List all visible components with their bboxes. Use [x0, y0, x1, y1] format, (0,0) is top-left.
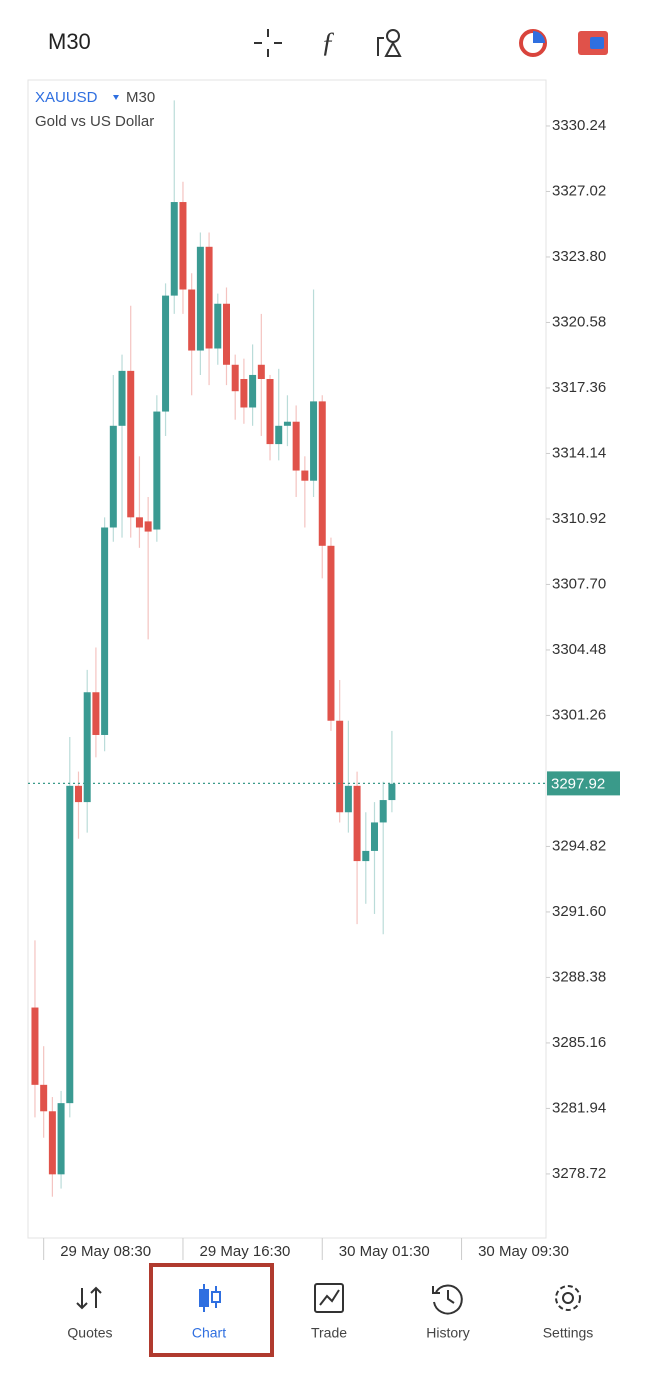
y-tick-label: 3317.36 — [552, 379, 606, 396]
nav-label[interactable]: Chart — [192, 1325, 226, 1341]
x-tick-label: 29 May 08:30 — [60, 1243, 151, 1260]
candle-body — [57, 1103, 65, 1175]
candle-body — [222, 303, 230, 365]
y-tick-label: 3291.60 — [552, 903, 606, 920]
candle-body — [249, 374, 257, 408]
candle-body — [74, 785, 82, 803]
candle-body — [144, 521, 152, 532]
candle-body — [327, 545, 335, 721]
candle-body — [379, 800, 387, 823]
candle-body — [101, 527, 109, 735]
candle-body — [301, 470, 309, 481]
candle-body — [135, 517, 143, 528]
candle-body — [66, 785, 74, 1104]
candle-body — [179, 202, 187, 290]
y-tick-label: 3327.02 — [552, 182, 606, 199]
last-price-label: 3297.92 — [551, 775, 605, 792]
nav-label[interactable]: Settings — [543, 1325, 594, 1341]
candle-body — [257, 364, 265, 380]
history-icon[interactable] — [432, 1284, 463, 1315]
candle-body — [92, 692, 100, 735]
x-tick-label: 30 May 09:30 — [478, 1243, 569, 1260]
highlight-box — [149, 1263, 274, 1357]
y-tick-label: 3314.14 — [552, 444, 606, 461]
candle-body — [188, 289, 196, 351]
nav-label[interactable]: Trade — [311, 1325, 347, 1341]
timeframe[interactable]: M30 — [48, 29, 91, 54]
objects-icon[interactable] — [377, 29, 402, 57]
candle-body — [127, 370, 135, 518]
x-tick-label: 30 May 01:30 — [339, 1243, 430, 1260]
trade-icon[interactable] — [578, 31, 608, 55]
candle-body — [83, 692, 91, 803]
candle-body — [196, 246, 204, 351]
candle-body — [240, 379, 248, 408]
candle-body — [205, 246, 213, 349]
y-tick-label: 3323.80 — [552, 248, 606, 265]
nav-label[interactable]: Quotes — [67, 1325, 112, 1341]
candle-body — [310, 401, 318, 481]
candle-body — [336, 720, 344, 813]
candle-body — [344, 785, 352, 813]
nav-icons — [76, 1283, 581, 1315]
candle-body — [48, 1111, 56, 1175]
y-tick-label: 3281.94 — [552, 1099, 606, 1116]
chart-subtitle: Gold vs US Dollar — [35, 113, 154, 130]
candle-body — [370, 822, 378, 851]
chart-icon[interactable] — [199, 1284, 221, 1312]
candle-body — [162, 295, 170, 412]
candle-body — [153, 411, 161, 530]
candle-body — [275, 425, 283, 445]
y-tick-label: 3307.70 — [552, 575, 606, 592]
y-tick-label: 3294.82 — [552, 837, 606, 854]
one-click-icon[interactable] — [519, 29, 547, 57]
candle-body — [109, 425, 117, 528]
y-tick-label: 3304.48 — [552, 641, 606, 658]
trade-nav-icon[interactable] — [314, 1283, 344, 1313]
candle-body — [31, 1007, 39, 1085]
candle-body — [353, 785, 361, 862]
candle-body — [292, 421, 300, 471]
candle-body — [283, 421, 291, 426]
indicator-icon[interactable]: ƒ — [321, 27, 335, 58]
candle-body — [388, 783, 396, 801]
candle-body — [231, 364, 239, 392]
y-tick-label: 3301.26 — [552, 706, 606, 723]
quotes-icon[interactable] — [76, 1286, 102, 1310]
chart-frame — [27, 79, 547, 1239]
candle-body — [214, 303, 222, 349]
symbol[interactable]: XAUUSD — [35, 89, 98, 106]
y-tick-label: 3278.72 — [552, 1165, 606, 1182]
candle-body — [40, 1084, 48, 1112]
y-tick-label: 3288.38 — [552, 968, 606, 985]
y-tick-label: 3320.58 — [552, 313, 606, 330]
candle-body — [266, 379, 274, 445]
crosshair-icon[interactable] — [254, 29, 282, 57]
chart-timeframe: M30 — [126, 89, 155, 106]
y-tick-label: 3285.16 — [552, 1034, 606, 1051]
x-tick-label: 29 May 16:30 — [200, 1243, 291, 1260]
nav-label[interactable]: History — [426, 1325, 470, 1341]
last-price-box — [547, 771, 620, 796]
settings-icon[interactable] — [555, 1285, 581, 1311]
candle-body — [118, 370, 126, 426]
candle-body — [318, 401, 326, 546]
candle-body — [170, 202, 178, 296]
y-tick-label: 3310.92 — [552, 510, 606, 527]
candle-body — [362, 850, 370, 862]
symbol-dropdown-icon[interactable] — [113, 95, 119, 100]
y-tick-label: 3330.24 — [552, 117, 606, 134]
